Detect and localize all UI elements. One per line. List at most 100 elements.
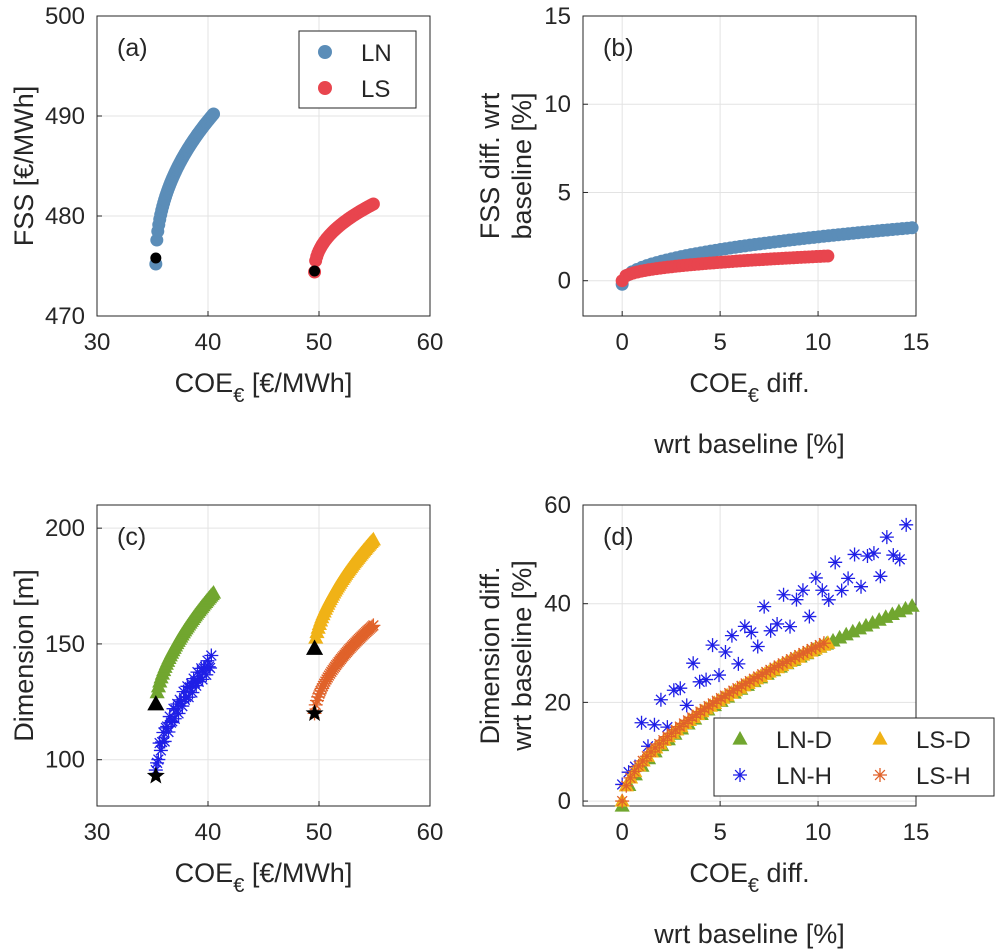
data-point [627, 764, 642, 779]
data-point [771, 658, 786, 673]
x-axis-label-line2: wrt baseline [%] [653, 429, 845, 459]
data-point [153, 743, 168, 758]
data-point [812, 638, 827, 653]
data-point [847, 547, 862, 562]
x-tick-label: 30 [84, 329, 111, 356]
data-point [724, 628, 739, 643]
data-point [199, 667, 214, 682]
data-point [187, 675, 202, 690]
data-point [615, 794, 630, 809]
data-point [686, 656, 701, 671]
y-tick-label: 480 [45, 203, 85, 230]
data-point [162, 709, 177, 724]
data-point [742, 674, 757, 689]
data-point [789, 592, 804, 607]
data-point [834, 583, 849, 598]
data-point [816, 636, 831, 651]
data-point [757, 599, 772, 614]
data-point [152, 736, 167, 751]
baseline-point [305, 703, 324, 722]
legend-label: LS-H [916, 763, 971, 790]
data-point [203, 660, 218, 675]
legend-box [298, 30, 417, 109]
data-point [697, 701, 712, 716]
data-point [317, 676, 332, 691]
data-point [746, 671, 761, 686]
data-point [904, 598, 920, 612]
data-point [734, 678, 749, 693]
data-point [676, 716, 691, 731]
data-point [767, 660, 782, 675]
data-point [899, 517, 914, 532]
data-point [770, 616, 785, 631]
data-point [150, 755, 165, 770]
y-axis-label-line2: wrt baseline [%] [507, 560, 537, 752]
x-tick-label: 50 [306, 329, 333, 356]
data-point [660, 720, 675, 735]
data-point [689, 707, 704, 722]
x-axis-label-line2: wrt baseline [%] [653, 919, 845, 949]
data-point [788, 650, 803, 665]
y-tick-label: 490 [45, 103, 85, 130]
data-point [634, 715, 649, 730]
data-point [738, 676, 753, 691]
data-point [841, 571, 856, 586]
x-tick-label: 5 [713, 819, 726, 846]
data-point [157, 734, 172, 749]
x-tick-label: 0 [615, 329, 628, 356]
data-point [821, 592, 836, 607]
series-LN-H [148, 648, 219, 778]
panel-b: 0 5 10 15 0 5 10 15 (b) COE€ diff. wrt baseline [%… [475, 3, 929, 459]
x-tick-label: 60 [417, 819, 444, 846]
axes-box [96, 504, 431, 807]
y-tick-label: 10 [544, 91, 571, 118]
data-point [750, 639, 765, 654]
data-point [821, 249, 835, 263]
data-point [763, 623, 778, 638]
data-point [718, 644, 733, 659]
data-point [860, 549, 875, 564]
axes-box [582, 504, 917, 807]
data-point [666, 683, 681, 698]
data-point [792, 648, 807, 663]
baseline-point [147, 695, 165, 711]
data-point [726, 683, 741, 698]
data-point [311, 689, 326, 704]
data-point [718, 688, 733, 703]
data-point [879, 530, 894, 545]
data-point [366, 618, 381, 633]
data-point [751, 669, 766, 684]
data-point [647, 717, 662, 732]
panel-label: (d) [603, 523, 634, 551]
baseline-point [146, 766, 165, 784]
data-point [692, 674, 707, 689]
data-point [313, 684, 328, 699]
series-LS-H [615, 636, 831, 809]
data-point [795, 583, 810, 598]
data-point [722, 686, 737, 701]
data-point [759, 665, 774, 680]
legend: LN-D LS-D LN-H LS-H [713, 717, 995, 797]
data-point [365, 531, 381, 546]
x-tick-label: 15 [903, 819, 930, 846]
series-LN [149, 107, 221, 271]
data-point [779, 654, 794, 669]
data-point [205, 584, 222, 599]
legend-label: LS-D [916, 727, 971, 754]
data-point [640, 739, 655, 754]
y-tick-label: 100 [45, 747, 85, 774]
data-point [170, 696, 185, 711]
legend-label: LN-D [776, 727, 832, 754]
data-point [623, 770, 638, 785]
panel-label: (c) [117, 523, 146, 551]
data-point [713, 691, 728, 706]
data-point [200, 653, 215, 668]
data-point [815, 583, 830, 598]
legend-label: LN [361, 40, 392, 67]
x-axis-label: COE€ diff. [689, 368, 809, 407]
data-point [873, 569, 888, 584]
data-point [191, 674, 206, 689]
y-tick-label: 40 [544, 591, 571, 618]
panel-d: 0 5 10 15 0 20 40 60 (d) COE€ diff. wrt baseline [… [475, 492, 995, 949]
